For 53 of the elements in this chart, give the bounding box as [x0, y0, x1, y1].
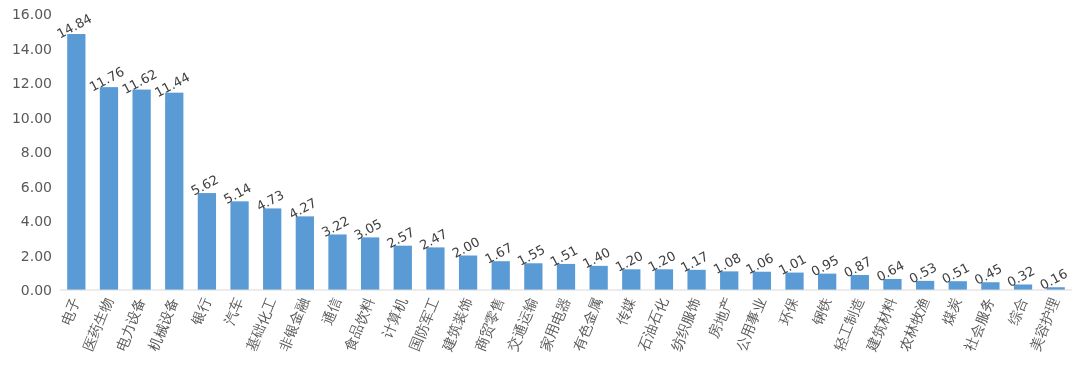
data-label: 0.51 [939, 259, 972, 287]
data-label: 0.53 [906, 259, 940, 287]
data-label: 1.40 [580, 244, 613, 272]
bar [654, 269, 674, 290]
bar [818, 273, 837, 290]
data-label: 3.22 [319, 213, 352, 240]
y-tick-label: 8.00 [20, 144, 52, 160]
data-label: 0.45 [971, 260, 1005, 288]
data-label: 3.05 [351, 216, 385, 243]
data-label: 1.20 [612, 247, 646, 275]
data-label: 1.67 [482, 239, 515, 267]
x-tick-label: 计算机 [378, 295, 410, 341]
y-tick-label: 0.00 [20, 282, 52, 298]
y-tick-label: 10.00 [11, 109, 52, 126]
data-label: 1.06 [743, 250, 777, 278]
x-tick-label: 综合 [1004, 295, 1030, 328]
x-tick-label: 钢铁 [808, 295, 834, 329]
data-label: 1.01 [776, 251, 809, 279]
x-tick-label: 银行 [187, 295, 214, 329]
y-tick-label: 6.00 [20, 178, 52, 195]
data-label: 1.55 [514, 241, 548, 269]
bar [491, 261, 510, 290]
data-label: 1.20 [645, 247, 679, 275]
data-label: 2.00 [449, 234, 483, 261]
y-tick-label: 4.00 [20, 213, 52, 229]
data-label: 0.32 [1004, 263, 1038, 290]
y-tick-label: 2.00 [20, 247, 52, 264]
x-tick-label: 农林牧渔 [896, 295, 932, 354]
y-tick-label: 14.00 [11, 40, 52, 57]
data-label: 0.95 [808, 252, 842, 280]
bar [263, 208, 282, 290]
bar [197, 193, 217, 290]
data-label: 4.27 [286, 194, 320, 222]
data-label: 5.62 [188, 171, 222, 199]
data-label: 2.57 [384, 224, 417, 252]
data-label: 0.16 [1037, 265, 1070, 293]
bar [981, 282, 1000, 290]
x-tick-label: 传媒 [612, 295, 639, 328]
data-label: 2.47 [417, 226, 450, 253]
bar [622, 269, 641, 290]
data-label: 4.73 [253, 187, 287, 214]
x-tick-label: 机械设备 [145, 295, 182, 354]
data-label: 1.51 [547, 242, 581, 270]
y-tick-label: 16.00 [11, 6, 52, 22]
data-label: 1.08 [710, 249, 744, 277]
data-label: 5.14 [221, 179, 254, 207]
data-label: 0.64 [874, 257, 907, 285]
y-tick-label: 12.00 [11, 75, 52, 91]
bar [295, 216, 314, 290]
data-label: 0.87 [841, 253, 874, 281]
bar [524, 263, 543, 290]
x-tick-label: 环保 [775, 295, 802, 328]
data-label: 1.17 [678, 248, 711, 276]
